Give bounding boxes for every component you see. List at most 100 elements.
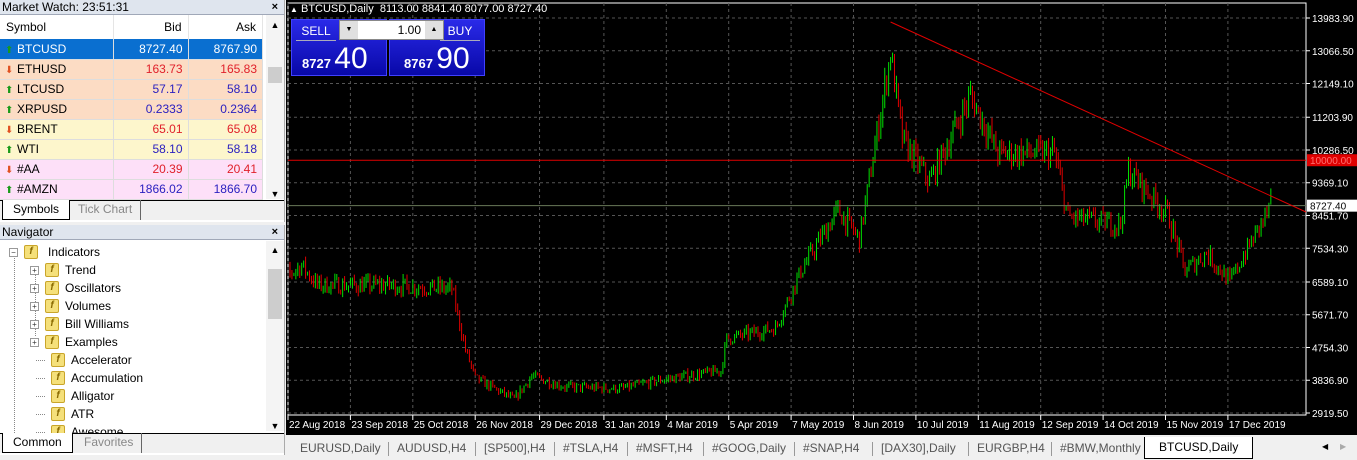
arrow-up-icon: ⬆ bbox=[5, 85, 14, 96]
ask: 58.18 bbox=[188, 139, 263, 160]
market-watch-row[interactable]: ⬆ WTI 58.10 58.18 bbox=[0, 139, 263, 160]
scroll-down-icon[interactable]: ▼ bbox=[270, 189, 280, 199]
col-symbol[interactable]: Symbol bbox=[0, 15, 114, 39]
scroll-thumb[interactable] bbox=[268, 67, 282, 83]
indicator-folder-icon: f bbox=[45, 299, 59, 313]
current-price-label: 8727.40 bbox=[1310, 202, 1347, 213]
symbol: #AA bbox=[17, 162, 40, 176]
price-tick-label: 2919.50 bbox=[1312, 409, 1349, 420]
scroll-up-icon[interactable]: ▲ bbox=[270, 20, 280, 30]
ask: 58.10 bbox=[188, 79, 263, 100]
nav-indicator[interactable]: f Accumulation bbox=[36, 369, 143, 387]
col-ask[interactable]: Ask bbox=[188, 15, 263, 39]
date-tick-label: 11 Aug 2019 bbox=[979, 420, 1035, 431]
date-tick-label: 10 Jul 2019 bbox=[917, 420, 969, 431]
level-label: 10000.00 bbox=[1310, 156, 1352, 167]
price-tick-label: 10286.50 bbox=[1312, 146, 1354, 157]
close-icon[interactable]: × bbox=[271, 1, 278, 13]
expand-icon[interactable]: + bbox=[30, 337, 39, 347]
arrow-down-icon: ⬇ bbox=[5, 65, 14, 76]
lot-size-stepper[interactable]: ▼ 1.00 ▲ bbox=[339, 20, 444, 40]
expand-icon[interactable]: + bbox=[30, 319, 39, 329]
close-icon[interactable]: × bbox=[271, 226, 278, 238]
nav-folder[interactable]: + f Trend bbox=[30, 261, 96, 279]
price-tick-label: 7534.30 bbox=[1312, 244, 1349, 255]
navigator-tabs: Common Favorites bbox=[0, 433, 284, 453]
ask: 65.08 bbox=[188, 119, 263, 140]
nav-folder[interactable]: + f Examples bbox=[30, 333, 118, 351]
nav-indicators[interactable]: − f Indicators bbox=[9, 243, 100, 261]
market-watch-row[interactable]: ⬆ BTCUSD 8727.40 8767.90 bbox=[0, 39, 263, 60]
market-watch-panel: Market Watch: 23:51:31 × Symbol Bid Ask ⬆… bbox=[0, 0, 285, 222]
expand-icon[interactable]: + bbox=[30, 283, 39, 293]
scroll-up-icon[interactable]: ▲ bbox=[270, 245, 280, 255]
nav-folder[interactable]: + f Volumes bbox=[30, 297, 111, 315]
nav-folder[interactable]: + f Oscillators bbox=[30, 279, 121, 297]
nav-indicator[interactable]: f Accelerator bbox=[36, 351, 132, 369]
nav-folder[interactable]: + f Bill Williams bbox=[30, 315, 129, 333]
chart-canvas[interactable]: 13983.90 13066.50 12149.10 11203.90 10286.50… bbox=[286, 0, 1357, 435]
tab-tick-chart[interactable]: Tick Chart bbox=[68, 200, 142, 220]
market-watch-row[interactable]: ⬇ ETHUSD 163.73 165.83 bbox=[0, 59, 263, 80]
expand-icon[interactable]: + bbox=[30, 265, 39, 275]
date-tick-label: 5 Apr 2019 bbox=[730, 420, 779, 431]
chart-tab[interactable]: #SNAP,H4 bbox=[803, 441, 860, 455]
bid: 20.39 bbox=[113, 159, 189, 180]
tabs-scroll-left-icon[interactable]: ◀ bbox=[1322, 442, 1329, 451]
decrease-lot-icon[interactable]: ▼ bbox=[340, 21, 358, 39]
date-tick-label: 14 Oct 2019 bbox=[1104, 420, 1159, 431]
arrow-down-icon: ⬇ bbox=[5, 165, 14, 176]
bid: 57.17 bbox=[113, 79, 189, 100]
expand-icon[interactable]: + bbox=[30, 301, 39, 311]
chart-header: ▲ BTCUSD,Daily 8113.00 8841.40 8077.00 8… bbox=[290, 3, 548, 15]
chart-tab[interactable]: EURUSD,Daily bbox=[300, 441, 381, 455]
price-tick-label: 11203.90 bbox=[1312, 113, 1353, 124]
tab-common[interactable]: Common bbox=[2, 433, 73, 453]
increase-lot-icon[interactable]: ▲ bbox=[425, 21, 443, 39]
chart-tab[interactable]: [SP500],H4 bbox=[484, 441, 546, 455]
tab-favorites[interactable]: Favorites bbox=[74, 433, 143, 453]
chart-tab[interactable]: EURGBP,H4 bbox=[977, 441, 1045, 455]
date-tick-label: 23 Sep 2018 bbox=[351, 420, 408, 431]
market-watch-row[interactable]: ⬇ #AA 20.39 20.41 bbox=[0, 159, 263, 180]
date-tick-label: 4 Mar 2019 bbox=[667, 420, 718, 431]
navigator-scrollbar[interactable]: ▲ ▼ bbox=[266, 241, 284, 431]
symbol: ETHUSD bbox=[17, 62, 67, 76]
ask: 8767.90 bbox=[188, 39, 263, 60]
chart-tab[interactable]: #TSLA,H4 bbox=[563, 441, 619, 455]
chart-tab[interactable]: [DAX30],Daily bbox=[881, 441, 956, 455]
symbol: BTCUSD bbox=[17, 41, 67, 56]
col-bid[interactable]: Bid bbox=[113, 15, 189, 39]
tab-symbols[interactable]: Symbols bbox=[2, 200, 71, 220]
chart-tab[interactable]: #MSFT,H4 bbox=[636, 441, 693, 455]
indicator-icon: f bbox=[51, 371, 65, 385]
market-watch-row[interactable]: ⬆ #AMZN 1866.02 1866.70 bbox=[0, 179, 263, 200]
chart-tab[interactable]: #BMW,Monthly bbox=[1060, 441, 1141, 455]
collapse-icon[interactable]: − bbox=[9, 247, 18, 257]
indicator-icon: f bbox=[51, 407, 65, 421]
price-tick-label: 8451.70 bbox=[1312, 212, 1349, 223]
scroll-thumb[interactable] bbox=[268, 269, 282, 319]
chart-tab[interactable]: #GOOG,Daily bbox=[712, 441, 787, 455]
chart-tab[interactable]: AUDUSD,H4 bbox=[397, 441, 467, 455]
tabs-scroll-right-icon[interactable]: ▶ bbox=[1340, 442, 1347, 451]
scroll-down-icon[interactable]: ▼ bbox=[270, 421, 280, 431]
current-price-label-bg bbox=[1307, 199, 1357, 212]
nav-indicator[interactable]: f ATR bbox=[36, 405, 94, 423]
market-watch-scrollbar[interactable]: ▲ ▼ bbox=[266, 15, 284, 199]
price-tick-label: 3836.90 bbox=[1312, 376, 1349, 387]
nav-indicator[interactable]: f Alligator bbox=[36, 387, 114, 405]
ask: 0.2364 bbox=[188, 99, 263, 120]
market-watch-row[interactable]: ⬆ LTCUSD 57.17 58.10 bbox=[0, 79, 263, 100]
market-watch-row[interactable]: ⬆ XRPUSD 0.2333 0.2364 bbox=[0, 99, 263, 120]
price-chart[interactable]: 13983.90 13066.50 12149.10 11203.90 10286.50… bbox=[286, 0, 1357, 435]
ask: 165.83 bbox=[188, 59, 263, 80]
price-tick-label: 6589.10 bbox=[1312, 278, 1349, 289]
date-tick-label: 8 Jun 2019 bbox=[855, 420, 905, 431]
market-watch-row[interactable]: ⬇ BRENT 65.01 65.08 bbox=[0, 119, 263, 140]
chart-tab[interactable]: BTCUSD,Daily bbox=[1144, 437, 1254, 459]
date-tick-label: 17 Dec 2019 bbox=[1229, 420, 1286, 431]
indicator-folder-icon: f bbox=[45, 281, 59, 295]
date-tick-label: 7 May 2019 bbox=[792, 420, 845, 431]
indicator-folder-icon: f bbox=[45, 263, 59, 277]
